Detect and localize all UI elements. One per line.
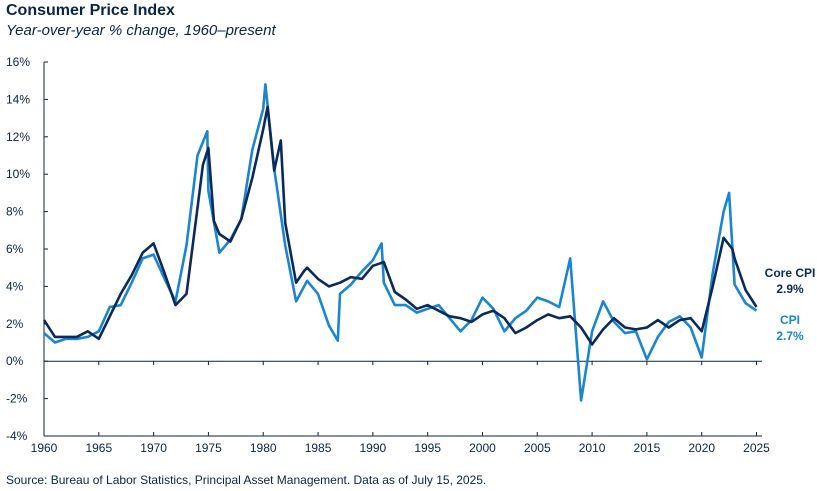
x-tick-label: 1970 bbox=[140, 441, 167, 455]
core-cpi-value: 2.9% bbox=[776, 282, 804, 296]
y-tick-label: -2% bbox=[6, 392, 28, 406]
y-tick-label: 4% bbox=[6, 279, 24, 293]
y-tick-label: 6% bbox=[6, 242, 24, 256]
y-tick-label: 16% bbox=[6, 55, 30, 69]
x-axis: 1960 1965 1970 1975 1980 1985 1990 1995 2000 2005… bbox=[31, 360, 770, 455]
x-tick-label: 1975 bbox=[195, 441, 222, 455]
series-layer bbox=[42, 83, 758, 402]
y-tick-label: 0% bbox=[6, 354, 24, 368]
chart-subtitle: Year-over-year % change, 1960–present bbox=[6, 22, 276, 39]
x-tick-label: 1985 bbox=[305, 441, 332, 455]
cpi-line bbox=[43, 83, 758, 402]
x-tick-label: 1960 bbox=[31, 441, 58, 455]
y-tick-label: 12% bbox=[6, 130, 30, 144]
series-labels: Core CPI 2.9% CPI 2.7% bbox=[765, 266, 816, 343]
source-note: Source: Bureau of Labor Statistics, Prin… bbox=[6, 473, 487, 487]
x-tick-label: 2005 bbox=[524, 441, 551, 455]
x-tick-label: 2000 bbox=[469, 441, 496, 455]
y-tick-label: 14% bbox=[6, 92, 30, 106]
y-tick-label: 10% bbox=[6, 167, 30, 181]
x-tick-label: 1980 bbox=[250, 441, 277, 455]
x-tick-label: 1990 bbox=[360, 441, 387, 455]
x-tick-label: 1965 bbox=[85, 441, 112, 455]
x-tick-label: 1995 bbox=[414, 441, 441, 455]
x-tick-label: 2025 bbox=[743, 441, 770, 455]
y-tick-label: -4% bbox=[6, 429, 28, 443]
cpi-value: 2.7% bbox=[776, 329, 804, 343]
core-cpi-line bbox=[42, 105, 758, 346]
chart-title: Consumer Price Index bbox=[6, 2, 175, 19]
cpi-label: CPI bbox=[780, 313, 800, 327]
x-tick-label: 2020 bbox=[688, 441, 715, 455]
y-tick-label: 8% bbox=[6, 205, 24, 219]
x-tick-label: 2015 bbox=[634, 441, 661, 455]
y-axis: -4% -2% 0% 2% 4% 6% 8% 10% 12% 14% 16% bbox=[6, 55, 48, 443]
y-tick-label: 2% bbox=[6, 317, 24, 331]
x-tick-label: 2010 bbox=[579, 441, 606, 455]
core-cpi-label: Core CPI bbox=[765, 266, 816, 280]
